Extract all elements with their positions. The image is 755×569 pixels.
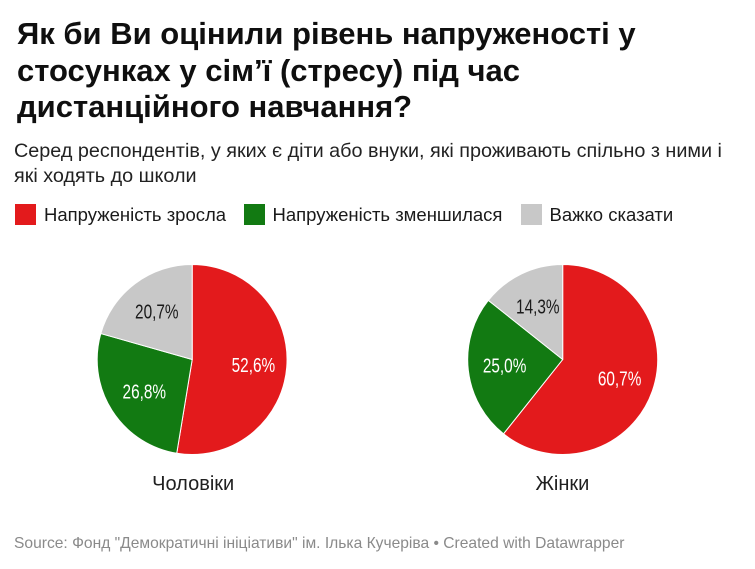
svg-text:20,7%: 20,7% xyxy=(135,301,179,323)
svg-text:26,8%: 26,8% xyxy=(123,382,167,404)
svg-text:52,6%: 52,6% xyxy=(232,355,276,377)
svg-text:60,7%: 60,7% xyxy=(598,368,642,390)
svg-text:14,3%: 14,3% xyxy=(516,296,560,318)
svg-text:25,0%: 25,0% xyxy=(483,356,527,378)
